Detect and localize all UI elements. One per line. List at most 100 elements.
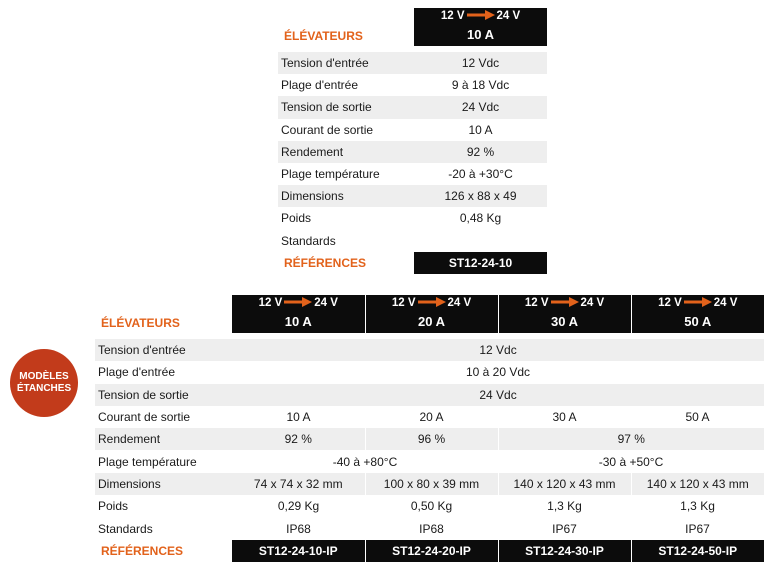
spec-table-waterproof-body: Tension d'entrée 12 Vdc Plage d'entrée 1… — [95, 339, 765, 562]
row-value: 0,48 Kg — [459, 211, 502, 226]
reference-code: ST12-24-10-IP — [232, 539, 366, 562]
reference-code: ST12-24-20-IP — [365, 539, 499, 562]
table-row: Standards IP68 IP68 IP67 IP67 — [95, 517, 764, 539]
row-label: Plage d'entrée — [281, 78, 359, 93]
column-header-current: 20 A — [365, 312, 499, 333]
row-value: 50 A — [685, 410, 710, 425]
row-label: Rendement — [278, 140, 414, 163]
row-value: 126 x 88 x 49 — [414, 185, 547, 208]
table-row: Tension d'entrée 12 Vdc — [95, 339, 765, 362]
row-label: Tension de sortie — [278, 96, 414, 119]
row-value: 92 % — [232, 428, 366, 451]
table-row: Standards — [278, 230, 547, 252]
input-voltage-label: 12 V — [391, 297, 416, 309]
arrow-right-icon — [466, 9, 495, 20]
row-value: -20 à +30°C — [448, 167, 513, 182]
table-row: Poids 0,29 Kg 0,50 Kg 1,3 Kg 1,3 Kg — [95, 495, 764, 517]
arrow-right-icon — [683, 296, 712, 307]
row-value: 140 x 120 x 43 mm — [498, 472, 632, 496]
table-row: Plage d'entrée 9 à 18 Vdc — [278, 74, 547, 96]
row-value: 0,50 Kg — [410, 499, 453, 514]
row-label: Dimensions — [95, 472, 232, 496]
column-header-current: 50 A — [631, 312, 764, 333]
references-label: RÉFÉRENCES — [101, 543, 184, 558]
row-value: 24 Vdc — [414, 96, 547, 119]
references-row: RÉFÉRENCES ST12-24-10 — [278, 251, 547, 274]
references-label: RÉFÉRENCES — [284, 255, 367, 270]
column-header-voltage: 12 V 24 V — [631, 295, 764, 312]
arrow-right-icon — [417, 296, 446, 307]
row-label: Standards — [98, 521, 153, 536]
row-value: 140 x 120 x 43 mm — [631, 472, 765, 496]
row-value: 0,29 Kg — [277, 499, 320, 514]
row-label: Tension d'entrée — [278, 52, 414, 75]
row-value: 12 Vdc — [232, 339, 765, 362]
row-value: 97 % — [498, 428, 765, 451]
column-header-voltage: 12 V 24 V — [498, 295, 632, 312]
waterproof-models-badge: MODÈLES ÉTANCHES — [10, 349, 78, 417]
row-value: 20 A — [419, 410, 444, 425]
row-value: 30 A — [552, 410, 577, 425]
row-value: 1,3 Kg — [547, 499, 582, 514]
table-row: Tension de sortie 24 Vdc — [95, 383, 765, 406]
section-label-elevateurs: ÉLÉVATEURS — [284, 28, 363, 43]
table-row: Poids 0,48 Kg — [278, 207, 547, 229]
arrow-right-icon — [550, 296, 579, 307]
input-voltage-label: 12 V — [440, 10, 465, 22]
reference-code: ST12-24-30-IP — [498, 539, 632, 562]
row-label: Rendement — [95, 428, 232, 451]
row-value: 24 Vdc — [232, 383, 765, 406]
output-voltage-label: 24 V — [496, 10, 521, 22]
table-row: Plage température -40 à +80°C -30 à +50°… — [95, 450, 764, 472]
row-value: -30 à +50°C — [598, 454, 664, 469]
column-header-voltage: 12 V 24 V — [365, 295, 499, 312]
table-row: Tension de sortie 24 Vdc — [278, 96, 547, 119]
badge-line-2: ÉTANCHES — [16, 383, 72, 394]
row-label: Tension de sortie — [95, 383, 232, 406]
row-label: Plage température — [98, 454, 197, 469]
table-row: Rendement 92 % 96 % 97 % — [95, 428, 765, 451]
table-row: Dimensions 74 x 74 x 32 mm 100 x 80 x 39… — [95, 472, 765, 496]
input-voltage-label: 12 V — [258, 297, 283, 309]
row-value: 100 x 80 x 39 mm — [365, 472, 499, 496]
row-value: 9 à 18 Vdc — [451, 78, 510, 93]
row-value: IP67 — [552, 521, 577, 536]
row-value: 74 x 74 x 32 mm — [232, 472, 366, 496]
table-row: Plage température -20 à +30°C — [278, 163, 547, 185]
spec-table-waterproof: 12 V 24 V 12 V 24 V 12 V 24 V 12 V 24 V ÉLÉV… — [95, 295, 764, 333]
row-value: 10 A — [468, 122, 493, 137]
row-value — [414, 230, 547, 252]
reference-code: ST12-24-50-IP — [631, 539, 765, 562]
row-label: Poids — [98, 499, 129, 514]
output-voltage-label: 24 V — [447, 297, 472, 309]
table-row: Tension d'entrée 12 Vdc — [278, 52, 547, 75]
row-value: 12 Vdc — [414, 52, 547, 75]
references-row: RÉFÉRENCES ST12-24-10-IP ST12-24-20-IP S… — [95, 539, 765, 562]
output-voltage-label: 24 V — [314, 297, 338, 309]
output-voltage-label: 24 V — [713, 297, 738, 309]
row-label: Courant de sortie — [281, 122, 374, 137]
row-label: Standards — [281, 233, 336, 248]
row-value: -40 à +80°C — [332, 454, 398, 469]
row-label: Poids — [281, 211, 312, 226]
column-header-voltage: 12 V 24 V — [232, 295, 366, 312]
input-voltage-label: 12 V — [658, 297, 682, 309]
arrow-right-icon — [284, 296, 313, 307]
table-row: Dimensions 126 x 88 x 49 — [278, 185, 547, 208]
row-value: IP67 — [685, 521, 710, 536]
section-label-elevateurs: ÉLÉVATEURS — [101, 315, 180, 330]
table-row: Rendement 92 % — [278, 140, 547, 163]
badge-line-1: MODÈLES — [19, 371, 69, 382]
column-header-current: 10 A — [232, 312, 366, 333]
table-row: Courant de sortie 10 A 20 A 30 A 50 A — [95, 406, 764, 428]
row-value: IP68 — [419, 521, 444, 536]
row-label: Courant de sortie — [98, 410, 191, 425]
row-label: Plage d'entrée — [98, 365, 176, 380]
row-value: 10 A — [286, 410, 311, 425]
column-header-current: 10 A — [414, 25, 547, 46]
column-header-current: 30 A — [498, 312, 632, 333]
row-label: Tension d'entrée — [95, 339, 232, 362]
spec-table-standard-body: Tension d'entrée 12 Vdc Plage d'entrée 9 à… — [278, 52, 547, 274]
row-label: Plage température — [281, 167, 380, 182]
output-voltage-label: 24 V — [580, 297, 605, 309]
